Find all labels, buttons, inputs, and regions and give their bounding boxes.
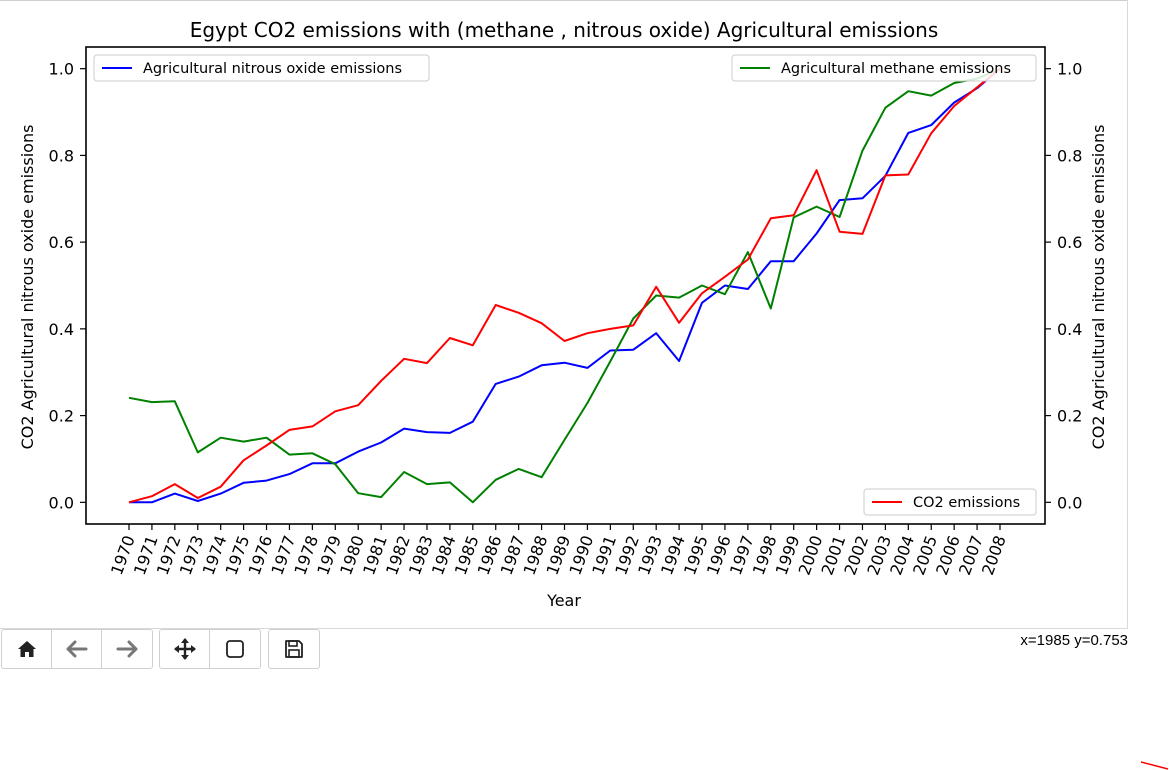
- series-line-methane: [128, 67, 1001, 504]
- y-axis-label-right: CO2 Agricultural nitrous oxide emissions: [1089, 125, 1108, 450]
- line-chart: Egypt CO2 emissions with (methane , nitr…: [18, 18, 1108, 610]
- legend-nitrous-oxide-box: [93, 54, 430, 82]
- series-line-nitrous-oxide: [129, 67, 1001, 504]
- toolbar-save-group: [268, 629, 320, 669]
- y-tick-label-right: 0.6: [1057, 233, 1082, 252]
- legend-methane-box: [731, 54, 1037, 82]
- home-button[interactable]: [2, 630, 52, 668]
- toolbar-tools-group: [159, 629, 261, 669]
- y-tick-label-right: 1.0: [1057, 60, 1082, 79]
- cursor-coordinates: x=1985 y=0.753: [1020, 632, 1128, 649]
- save-button[interactable]: [269, 630, 319, 668]
- pan-button[interactable]: [160, 630, 210, 668]
- y-tick-label-left: 0.8: [49, 146, 74, 165]
- legend-co2-label: CO2 emissions: [913, 495, 1020, 511]
- y-tick-label-left: 0.4: [49, 320, 74, 339]
- chart-title: Egypt CO2 emissions with (methane , nitr…: [190, 18, 939, 42]
- x-axis-label: Year: [546, 591, 581, 610]
- save-floppy-icon: [285, 640, 303, 658]
- stray-red-line-fragment: [1140, 761, 1169, 770]
- series-line-co2: [128, 67, 1001, 504]
- y-tick-label-left: 1.0: [49, 60, 74, 79]
- y-tick-label-left: 0.2: [49, 407, 74, 426]
- forward-button[interactable]: [102, 630, 152, 668]
- y-tick-label-right: 0.2: [1057, 407, 1082, 426]
- toolbar-nav-group: [1, 629, 153, 669]
- back-button[interactable]: [52, 630, 102, 668]
- y-tick-label-left: 0.0: [49, 493, 74, 512]
- forward-arrow-icon: [116, 640, 138, 658]
- y-axis-label-left: CO2 Agricultural nitrous oxide emissions: [18, 125, 37, 450]
- legend-co2-box: [863, 488, 1037, 516]
- legend-methane-label: Agricultural methane emissions: [781, 61, 1011, 77]
- pan-move-icon: [173, 638, 196, 660]
- back-arrow-icon: [66, 640, 87, 658]
- legend-nitrous-oxide-label: Agricultural nitrous oxide emissions: [143, 61, 402, 77]
- home-icon: [17, 641, 36, 657]
- y-tick-label-right: 0.0: [1057, 493, 1082, 512]
- y-tick-label-right: 0.4: [1057, 320, 1082, 339]
- navigation-toolbar: [0, 629, 1169, 669]
- y-tick-label-left: 0.6: [49, 233, 74, 252]
- zoom-rect-icon: [226, 640, 244, 658]
- plot-frame: [85, 46, 1046, 525]
- y-tick-label-right: 0.8: [1057, 146, 1082, 165]
- zoom-button[interactable]: [210, 630, 260, 668]
